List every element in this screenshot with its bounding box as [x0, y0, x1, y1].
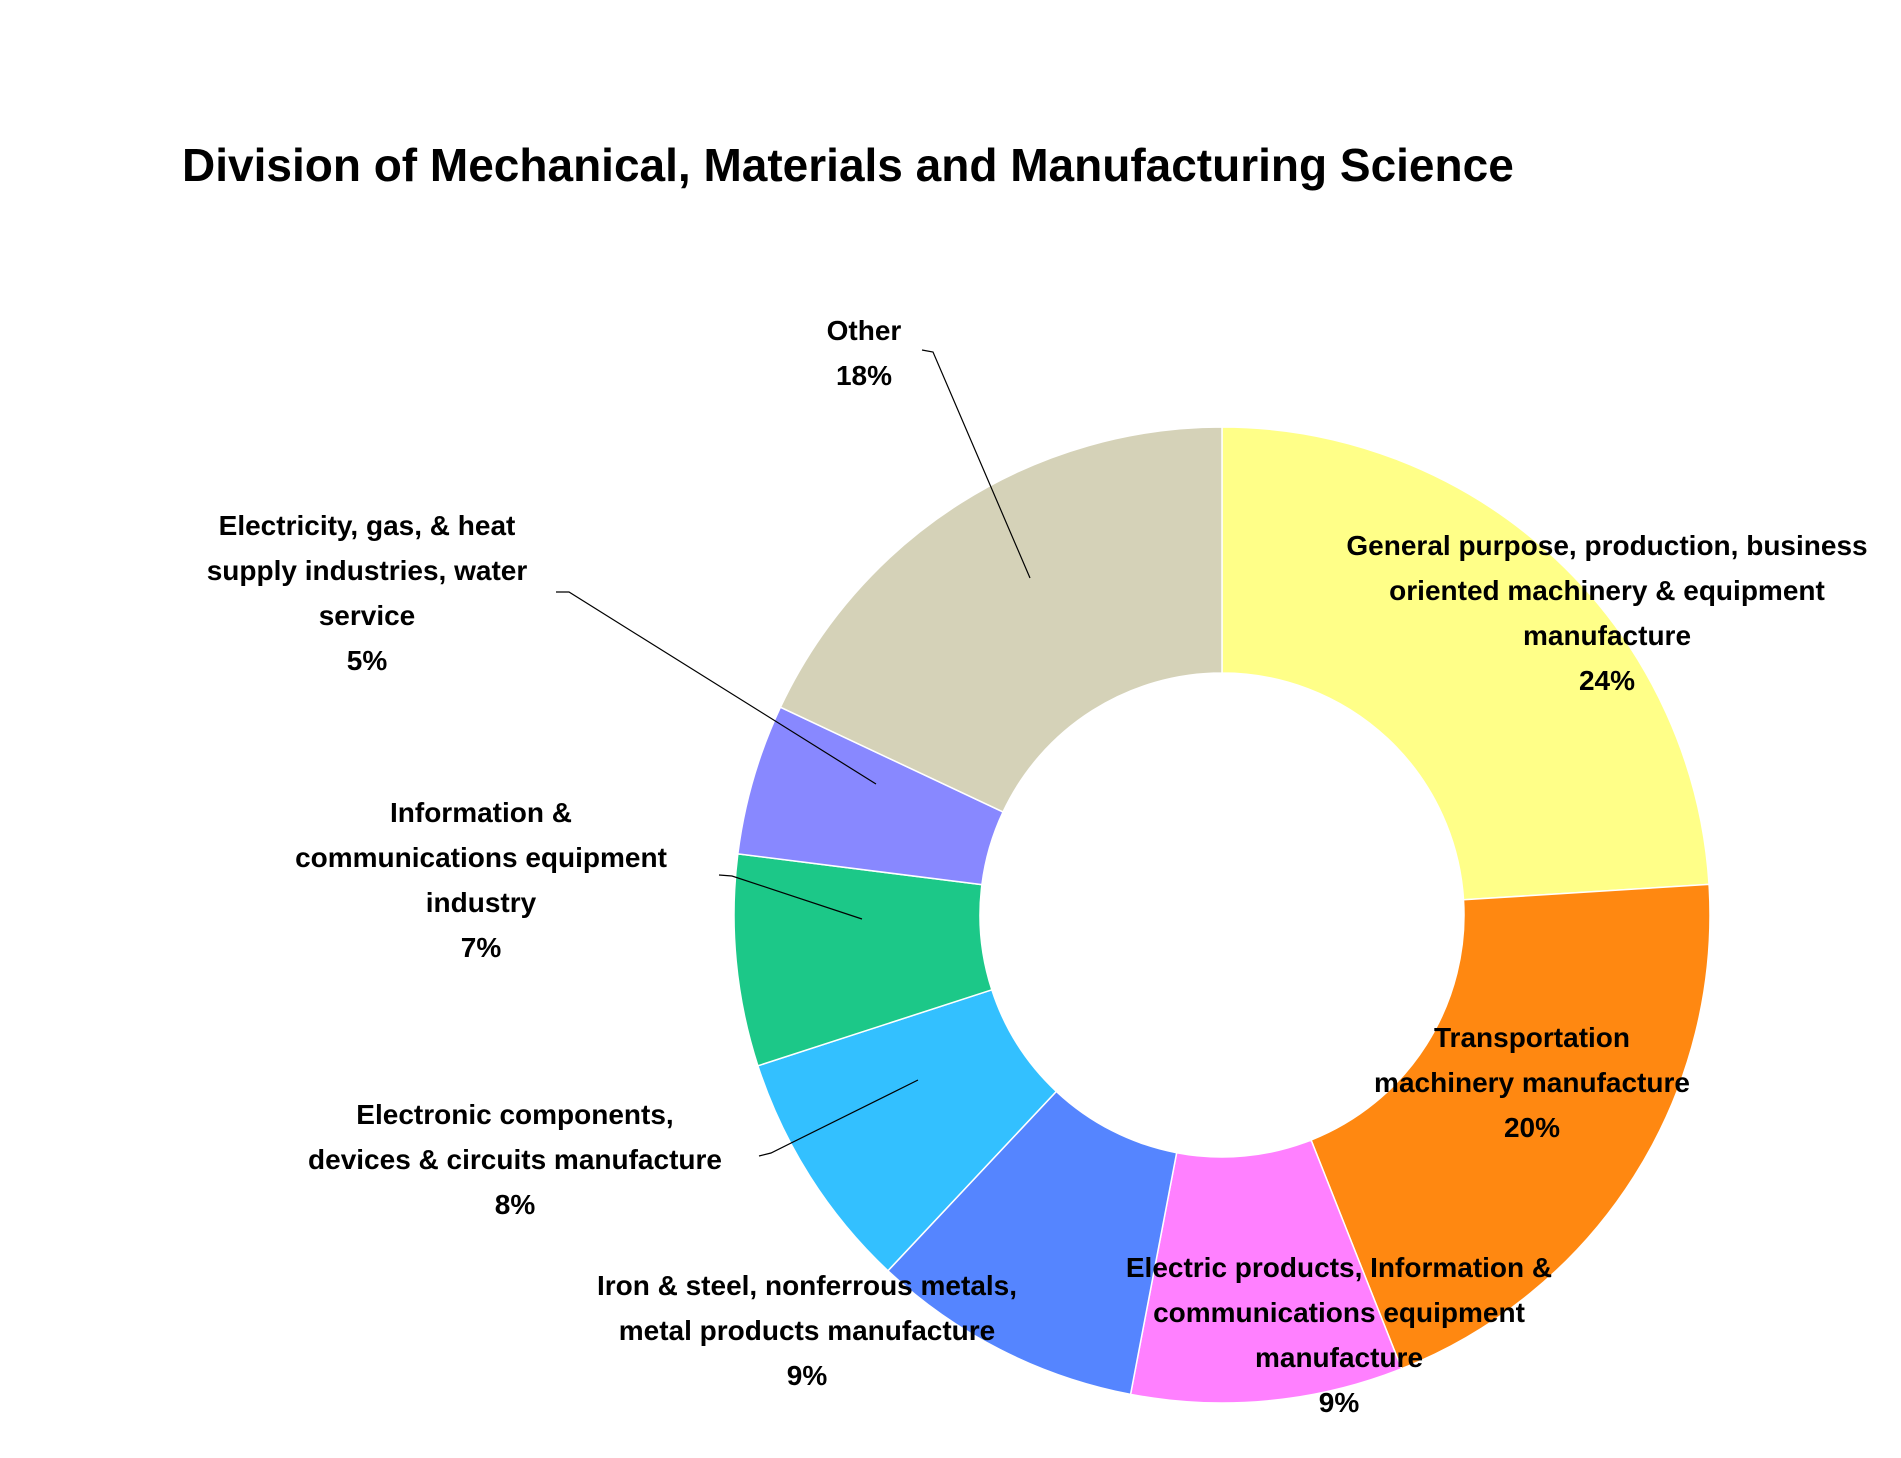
leader-line — [556, 591, 877, 785]
slice-label: Electricity, gas, & heat supply industrie… — [207, 510, 528, 676]
slice-label: Other 18% — [827, 315, 902, 391]
slice-label-line: Information & — [390, 797, 572, 828]
slices-layer — [733, 426, 1711, 1404]
slice-value-label: 5% — [347, 645, 388, 676]
slice-label-line: Transportation — [1434, 1022, 1630, 1053]
slice-label-line: machinery manufacture — [1374, 1067, 1690, 1098]
slice-label-line: industry — [426, 887, 537, 918]
slice-value-label: 8% — [495, 1189, 536, 1220]
slice-label: Iron & steel, nonferrous metals, metal pr… — [597, 1270, 1017, 1391]
slice-label-line: communications equipment — [295, 842, 667, 873]
slice-label: General purpose, production, business ori… — [1346, 530, 1867, 696]
slice-label-line: devices & circuits manufacture — [308, 1144, 722, 1175]
donut-slice — [1310, 883, 1711, 1370]
slice-value-label: 24% — [1579, 665, 1635, 696]
slice-label-line: Iron & steel, nonferrous metals, — [597, 1270, 1017, 1301]
donut-slice — [1221, 426, 1710, 901]
slice-label-line: Other — [827, 315, 902, 346]
leader-line — [921, 349, 1031, 579]
leader-line — [718, 874, 863, 920]
slice-label-line: General purpose, production, business — [1346, 530, 1867, 561]
slice-label: Electronic components, devices & circuits… — [308, 1099, 722, 1220]
donut-slice — [779, 426, 1223, 813]
slice-label-line: Electronic components, — [356, 1099, 673, 1130]
slice-labels: General purpose, production, business ori… — [207, 315, 1868, 1418]
leader-lines — [556, 349, 1031, 1157]
chart-title: Division of Mechanical, Materials and Ma… — [182, 139, 1514, 191]
slice-value-label: 9% — [1319, 1387, 1360, 1418]
slice-value-label: 18% — [836, 360, 892, 391]
slice-label-line: service — [319, 600, 416, 631]
slice-label: Electric products, Information & communic… — [1126, 1252, 1552, 1418]
slice-value-label: 20% — [1504, 1112, 1560, 1143]
slice-label: Information & communications equipment ind… — [295, 797, 667, 963]
slice-label-line: supply industries, water — [207, 555, 528, 586]
slice-value-label: 9% — [787, 1360, 828, 1391]
slice-label-line: Electric products, Information & — [1126, 1252, 1552, 1283]
slice-label-line: communications equipment — [1153, 1297, 1525, 1328]
slice-label-line: oriented machinery & equipment — [1389, 575, 1825, 606]
slice-label: Transportation machinery manufacture 20% — [1374, 1022, 1690, 1143]
slice-label-line: metal products manufacture — [619, 1315, 996, 1346]
slice-label-line: Electricity, gas, & heat — [219, 510, 516, 541]
leader-line — [758, 1079, 919, 1157]
slice-label-line: manufacture — [1523, 620, 1691, 651]
slice-label-line: manufacture — [1255, 1342, 1423, 1373]
slice-value-label: 7% — [461, 932, 502, 963]
